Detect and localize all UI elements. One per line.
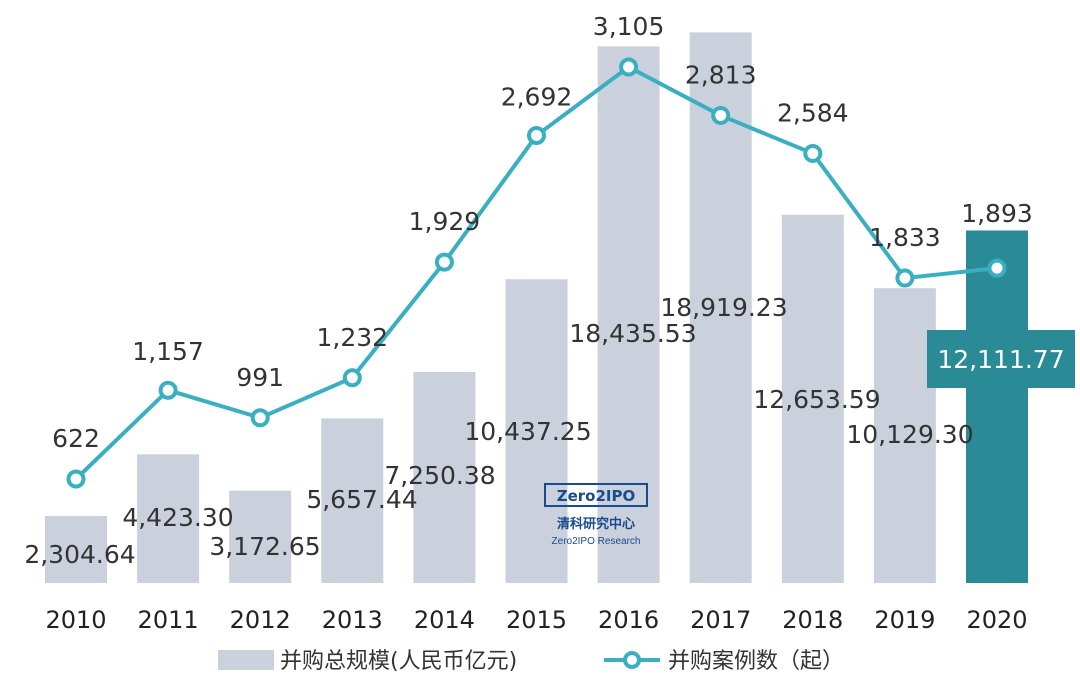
x-tick-2018: 2018	[782, 606, 843, 634]
x-tick-2014: 2014	[414, 606, 475, 634]
line-point-2011	[158, 380, 178, 400]
line-label-2010: 622	[52, 424, 100, 453]
line-label-2015: 2,692	[501, 83, 573, 112]
line-point-2013	[342, 368, 362, 388]
bar-2015	[505, 279, 568, 583]
x-tick-2017: 2017	[690, 606, 751, 634]
bar-label-2012: 3,172.65	[209, 532, 320, 561]
line-label-2018: 2,584	[777, 98, 849, 127]
watermark-logo-text: Zero2IPO	[557, 487, 636, 505]
line-label-2016: 3,105	[593, 12, 665, 41]
watermark-name-cn: 清科研究中心	[557, 516, 635, 532]
bar-2011	[137, 454, 200, 583]
bar-label-2018: 12,653.59	[753, 385, 880, 414]
bar-2012	[229, 490, 292, 583]
bar-2014	[413, 371, 476, 583]
x-tick-2020: 2020	[966, 606, 1027, 634]
bar-2019	[873, 288, 936, 583]
line-label-2011: 1,157	[132, 337, 204, 366]
x-tick-2011: 2011	[138, 606, 199, 634]
bar-label-2019: 10,129.30	[846, 420, 973, 449]
line-point-2010	[66, 469, 86, 489]
watermark-logo: Zero2IPO 清科研究中心 Zero2IPO Research	[544, 483, 648, 547]
bar-2016	[597, 46, 660, 583]
watermark-logo-box	[544, 483, 648, 507]
bar-label-2017: 18,919.23	[660, 293, 787, 322]
x-tick-2013: 2013	[322, 606, 383, 634]
x-axis: 2010 2011 2012 2013 2014 2015 2016 2017 2018 2019…	[45, 606, 1027, 634]
x-tick-2015: 2015	[506, 606, 567, 634]
line-label-2012: 991	[236, 363, 284, 392]
line-point-2016	[619, 57, 639, 77]
legend-bar-swatch	[218, 650, 274, 670]
x-tick-2016: 2016	[598, 606, 659, 634]
line-point-2018	[803, 143, 823, 163]
legend-line-label: 并购案例数（起）	[668, 649, 844, 674]
line-labels-layer: 622 1,157 991 1,232 1,929 2,692 3,105 2,813 2,58…	[52, 12, 1033, 453]
bar-label-box-2020	[927, 330, 1075, 388]
bar-label-2020: 12,111.77	[937, 345, 1064, 374]
legend: 并购总规模(人民币亿元) 并购案例数（起）	[218, 649, 844, 674]
bar-label-2013: 5,657.44	[306, 485, 417, 514]
bars-layer	[45, 32, 1028, 584]
bar-label-2014: 7,250.38	[384, 461, 495, 490]
bar-2018	[781, 214, 844, 583]
line-point-2020	[987, 258, 1007, 278]
bar-label-2015: 10,437.25	[464, 417, 591, 446]
bar-2020	[966, 230, 1028, 583]
legend-line-marker	[623, 651, 641, 669]
legend-bar-label: 并购总规模(人民币亿元)	[280, 649, 517, 674]
bar-labels-layer: 2,304.64 4,423.303,172.65 5,657.447,250.38…	[24, 293, 1075, 569]
line-label-2014: 1,929	[409, 207, 481, 236]
line-label-2019: 1,833	[869, 223, 941, 252]
x-tick-2019: 2019	[874, 606, 935, 634]
line-point-2012	[250, 408, 270, 428]
watermark-name-en: Zero2IPO Research	[552, 536, 641, 547]
bar-2010	[45, 515, 107, 583]
line-point-2017	[711, 105, 731, 125]
x-tick-2010: 2010	[45, 606, 106, 634]
bar-2013	[321, 418, 384, 583]
line-point-2019	[895, 268, 915, 288]
line-point-2015	[527, 126, 546, 146]
line-layer	[66, 57, 1007, 489]
bar-label-2010: 2,304.64	[24, 540, 135, 569]
x-tick-2012: 2012	[230, 606, 291, 634]
bar-label-2016: 18,435.53	[569, 319, 696, 348]
line-label-2020: 1,893	[961, 199, 1033, 228]
line-label-2013: 1,232	[317, 323, 389, 352]
line-label-2017: 2,813	[685, 60, 757, 89]
line-point-2014	[434, 252, 454, 272]
bar-label-2011: 4,423.30	[122, 503, 233, 532]
